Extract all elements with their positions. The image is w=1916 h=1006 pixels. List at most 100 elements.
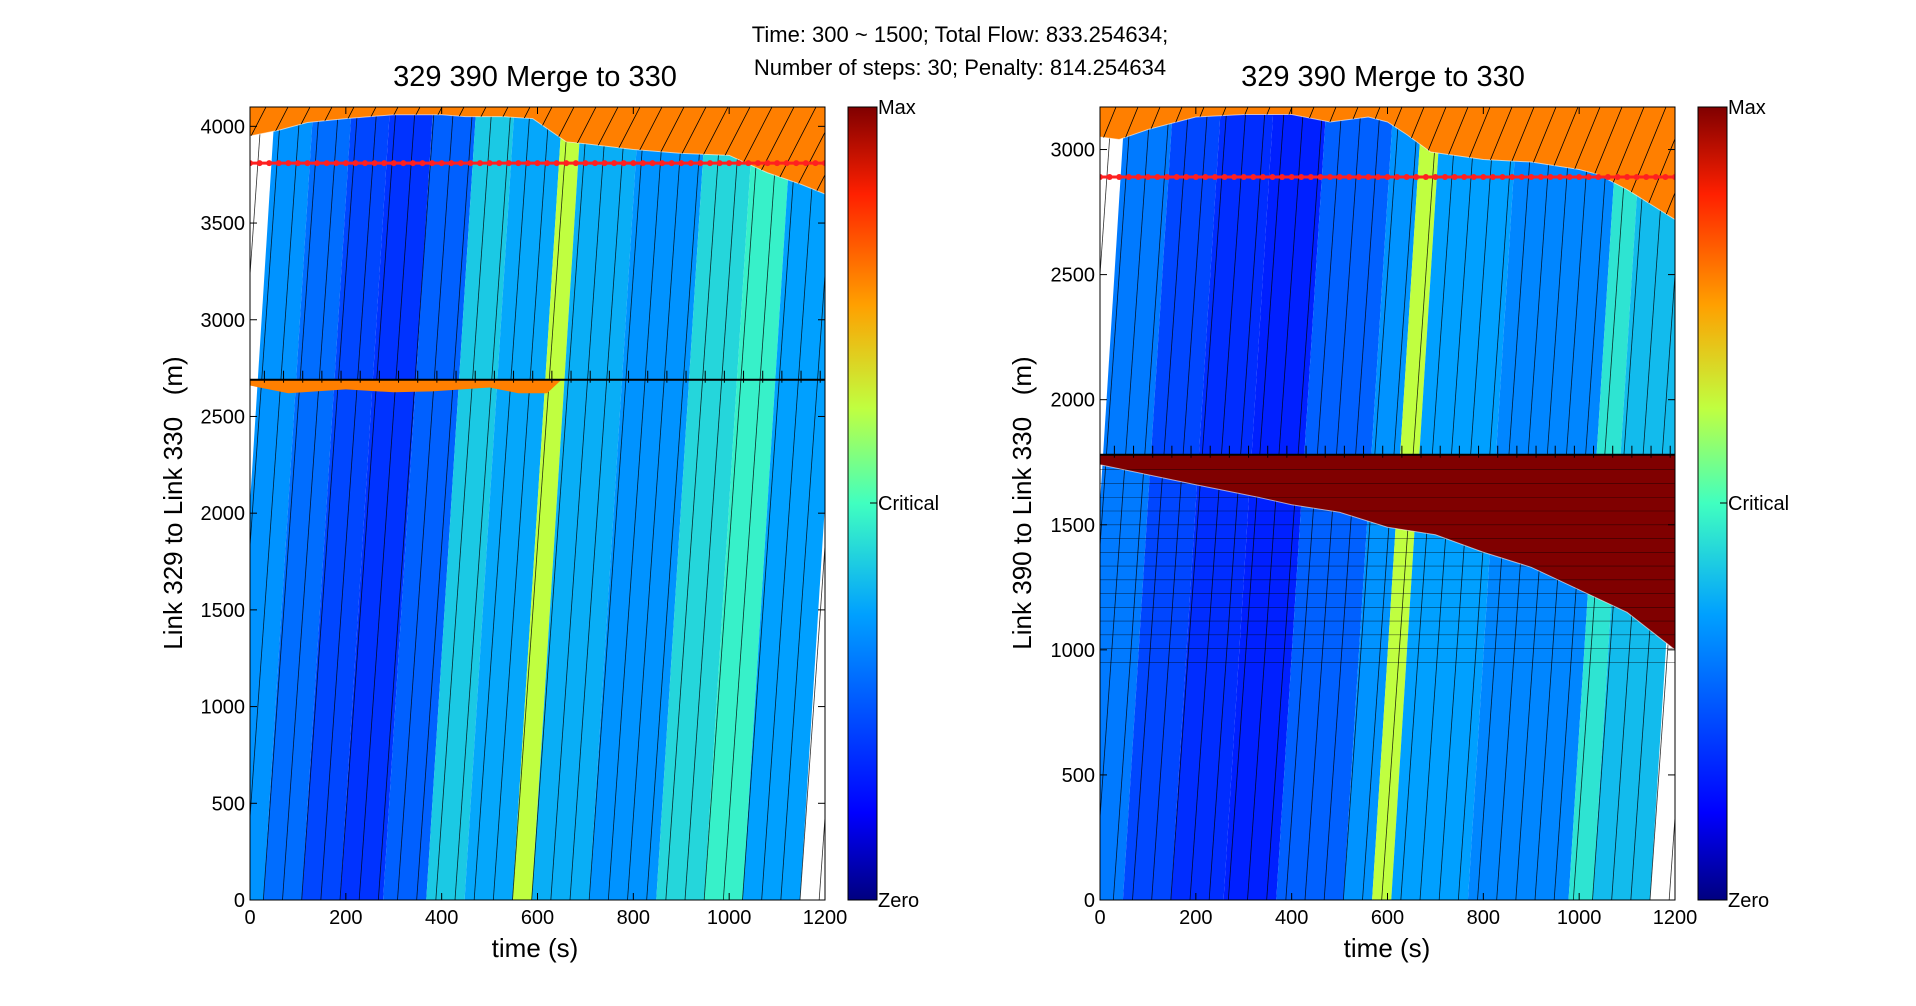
right-axes-ticks: 0 200 400 600 800 1000 1200 0 500 1000 1500 2000 250… bbox=[1051, 107, 1697, 929]
marker-point bbox=[764, 160, 771, 167]
marker-point bbox=[1509, 174, 1516, 181]
marker-point bbox=[687, 160, 694, 167]
x-tick-label: 600 bbox=[1371, 907, 1404, 929]
characteristic-line bbox=[1100, 107, 1113, 281]
x-tick-label: 0 bbox=[244, 907, 255, 929]
marker-point bbox=[1231, 174, 1238, 181]
characteristic-line bbox=[1189, 107, 1247, 900]
marker-point bbox=[1499, 174, 1506, 181]
characteristic-line bbox=[435, 107, 493, 900]
y-tick-label: 1000 bbox=[1051, 640, 1096, 662]
x-tick-label: 200 bbox=[329, 907, 362, 929]
y-tick-label: 1500 bbox=[1051, 515, 1096, 537]
characteristic-line bbox=[250, 107, 263, 281]
left-colorbar-max-label: Max bbox=[878, 97, 916, 119]
marker-point bbox=[1336, 174, 1343, 181]
marker-point bbox=[649, 160, 656, 167]
marker-point bbox=[1480, 174, 1487, 181]
marker-point bbox=[754, 160, 761, 167]
marker-point bbox=[285, 160, 292, 167]
boundary-congestion-region bbox=[250, 379, 562, 394]
upper-congestion-region bbox=[1100, 107, 1675, 220]
x-tick-label: 600 bbox=[521, 907, 554, 929]
marker-point bbox=[1307, 174, 1314, 181]
right-colorbar-zero-label: Zero bbox=[1728, 890, 1769, 912]
marker-point bbox=[323, 160, 330, 167]
y-tick-label: 2000 bbox=[201, 503, 246, 525]
characteristic-line bbox=[492, 107, 550, 900]
marker-point bbox=[1624, 174, 1631, 181]
marker-point bbox=[544, 160, 551, 167]
density-band bbox=[1223, 107, 1327, 900]
y-tick-label: 500 bbox=[1062, 765, 1095, 787]
characteristic-line bbox=[569, 107, 627, 900]
marker-point bbox=[1269, 174, 1276, 181]
left-axes-ticks: 0 200 400 600 800 1000 1200 0 500 1000 1500 2000 250… bbox=[201, 107, 847, 929]
marker-point bbox=[1144, 174, 1151, 181]
marker-point bbox=[333, 160, 340, 167]
marker-point bbox=[1643, 174, 1650, 181]
density-band bbox=[704, 107, 793, 900]
left-heatmap bbox=[250, 107, 825, 900]
marker-point bbox=[601, 160, 608, 167]
left-y-axis-label: Link 329 to Link 330 (m) bbox=[158, 356, 188, 649]
characteristic-line bbox=[377, 107, 435, 900]
marker-point bbox=[774, 160, 781, 167]
marker-point bbox=[630, 160, 637, 167]
marker-point bbox=[678, 160, 685, 167]
characteristic-line bbox=[416, 107, 474, 900]
upper-congestion-region bbox=[250, 107, 825, 195]
marker-point bbox=[1365, 174, 1372, 181]
upper-congestion-front bbox=[250, 114, 825, 195]
marker-point bbox=[1259, 174, 1266, 181]
characteristic-line bbox=[1208, 107, 1266, 900]
characteristic-line bbox=[282, 107, 339, 900]
y-tick-label: 1500 bbox=[201, 600, 246, 622]
density-band bbox=[426, 107, 515, 900]
marker-point bbox=[620, 160, 627, 167]
marker-point bbox=[1317, 174, 1324, 181]
right-colorbar-max-label: Max bbox=[1728, 97, 1766, 119]
marker-point bbox=[400, 160, 407, 167]
marker-point bbox=[409, 160, 416, 167]
marker-point bbox=[1173, 174, 1180, 181]
marker-point bbox=[250, 160, 253, 167]
x-tick-label: 1000 bbox=[707, 907, 752, 929]
characteristic-line bbox=[1100, 107, 1132, 552]
marker-point bbox=[553, 160, 560, 167]
y-tick-label: 2500 bbox=[201, 406, 246, 428]
marker-point bbox=[1288, 174, 1295, 181]
right-chart: 329 390 Merge to 330 0 200 400 600 800 1000 12… bbox=[1007, 61, 1789, 963]
characteristic-line bbox=[703, 107, 761, 900]
marker-point bbox=[1100, 174, 1103, 181]
marker-point bbox=[266, 160, 273, 167]
density-band bbox=[383, 107, 477, 900]
marker-point bbox=[822, 160, 825, 167]
characteristic-line bbox=[339, 107, 397, 900]
y-tick-label: 3000 bbox=[1051, 140, 1096, 162]
marker-point bbox=[1327, 174, 1333, 181]
characteristic-line bbox=[1100, 107, 1151, 824]
marker-point bbox=[563, 160, 570, 167]
right-y-axis-label: Link 390 to Link 330 (m) bbox=[1007, 356, 1037, 649]
marker-point bbox=[1355, 174, 1362, 181]
suptitle-line-2: Number of steps: 30; Penalty: 814.254634 bbox=[754, 55, 1166, 80]
marker-point bbox=[1537, 174, 1544, 181]
marker-point bbox=[1202, 174, 1209, 181]
density-band bbox=[301, 107, 390, 900]
marker-point bbox=[1422, 174, 1429, 181]
characteristic-line bbox=[627, 107, 684, 900]
marker-point bbox=[486, 160, 493, 167]
marker-point bbox=[812, 160, 819, 167]
characteristic-line bbox=[1132, 107, 1189, 900]
density-band bbox=[1100, 107, 1173, 900]
marker-point bbox=[735, 160, 742, 167]
marker-point bbox=[1461, 174, 1468, 181]
marker-point bbox=[611, 160, 618, 167]
characteristic-line bbox=[646, 107, 704, 900]
characteristic-line bbox=[512, 107, 569, 900]
marker-point bbox=[1528, 174, 1535, 181]
density-band bbox=[340, 107, 434, 900]
marker-point bbox=[1240, 174, 1247, 181]
marker-point bbox=[1585, 174, 1592, 181]
